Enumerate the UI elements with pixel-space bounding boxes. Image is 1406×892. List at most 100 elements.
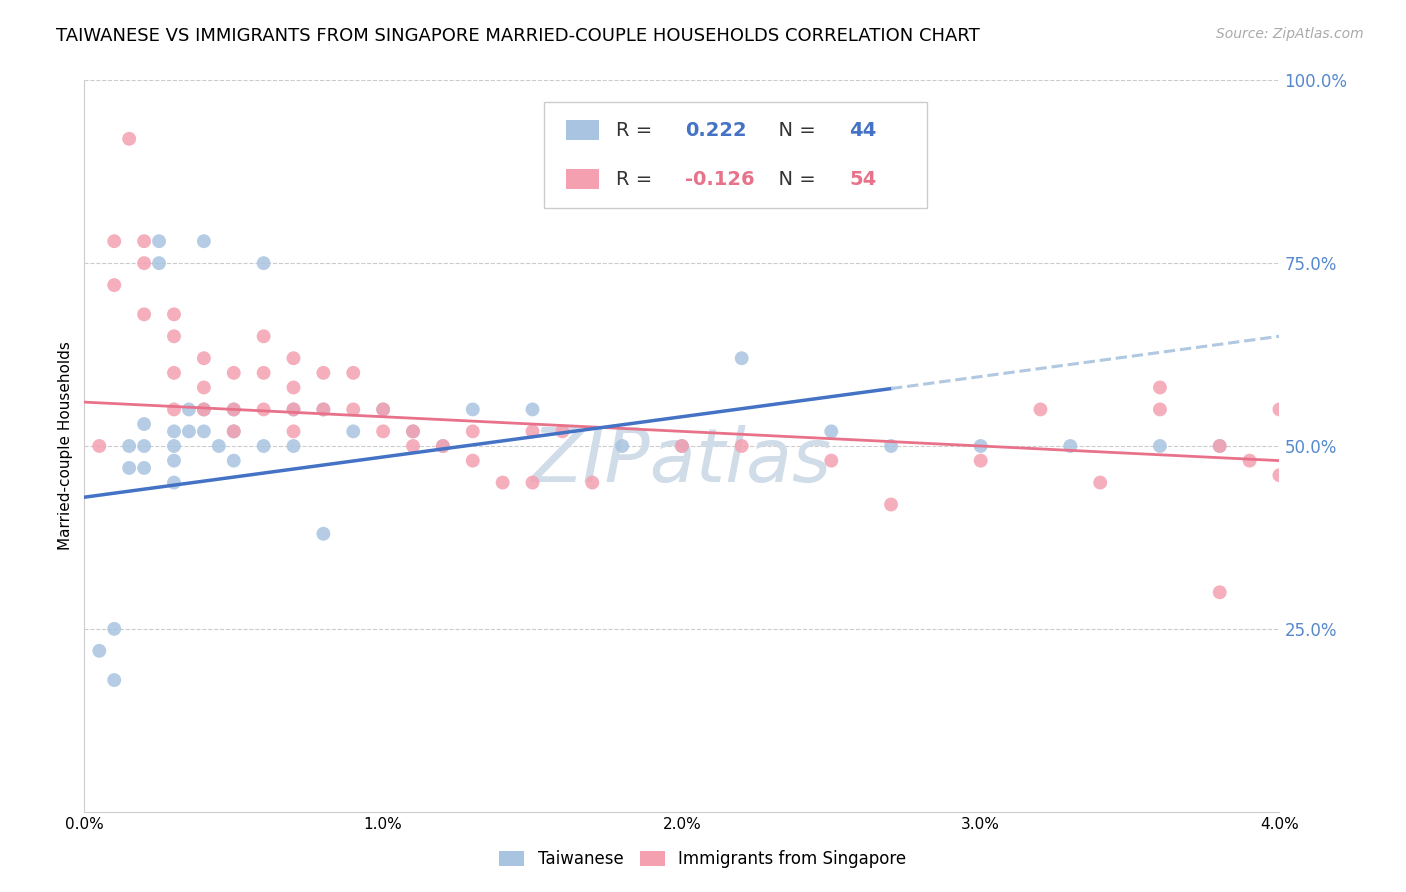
Point <box>461 453 484 467</box>
Point <box>880 498 903 512</box>
Text: -0.126: -0.126 <box>686 169 755 188</box>
Point <box>163 329 186 343</box>
Point <box>163 425 186 439</box>
FancyBboxPatch shape <box>544 103 927 209</box>
Legend: Taiwanese, Immigrants from Singapore: Taiwanese, Immigrants from Singapore <box>492 844 914 875</box>
Point <box>522 475 544 490</box>
Point <box>193 425 215 439</box>
Point <box>373 425 395 439</box>
Point <box>103 278 125 293</box>
Text: N =: N = <box>766 169 821 188</box>
Point <box>373 402 395 417</box>
Point <box>193 234 215 248</box>
Point <box>1029 402 1052 417</box>
Point <box>1209 439 1232 453</box>
Point <box>89 439 111 453</box>
Text: 54: 54 <box>849 169 876 188</box>
Point <box>342 425 364 439</box>
Point <box>132 234 156 248</box>
Point <box>461 425 484 439</box>
Point <box>103 622 125 636</box>
Point <box>432 439 454 453</box>
Point <box>89 644 111 658</box>
Point <box>177 425 200 439</box>
Point <box>820 453 842 467</box>
Point <box>1149 380 1171 394</box>
Text: TAIWANESE VS IMMIGRANTS FROM SINGAPORE MARRIED-COUPLE HOUSEHOLDS CORRELATION CHA: TAIWANESE VS IMMIGRANTS FROM SINGAPORE M… <box>56 27 980 45</box>
Text: R =: R = <box>616 120 658 139</box>
Point <box>312 402 335 417</box>
Point <box>283 402 305 417</box>
Point <box>283 439 305 453</box>
Point <box>402 425 425 439</box>
Point <box>103 234 125 248</box>
Point <box>1209 439 1232 453</box>
Point <box>222 425 245 439</box>
Point <box>1090 475 1112 490</box>
Point <box>163 475 186 490</box>
Point <box>193 402 215 417</box>
Point <box>342 402 364 417</box>
Point <box>163 307 186 321</box>
Point <box>118 132 141 146</box>
Point <box>522 425 544 439</box>
Point <box>253 256 276 270</box>
Point <box>193 380 215 394</box>
Point <box>283 351 305 366</box>
Point <box>402 425 425 439</box>
Point <box>312 526 335 541</box>
Point <box>461 402 484 417</box>
Point <box>671 439 693 453</box>
Point <box>880 439 903 453</box>
Point <box>492 475 515 490</box>
Point <box>1239 453 1261 467</box>
Point <box>177 402 200 417</box>
Point <box>402 439 425 453</box>
Text: 44: 44 <box>849 120 876 139</box>
Point <box>222 425 245 439</box>
Point <box>222 402 245 417</box>
Point <box>222 366 245 380</box>
Point <box>132 256 156 270</box>
Point <box>253 402 276 417</box>
Point <box>820 425 842 439</box>
Point <box>731 351 754 366</box>
Point <box>522 402 544 417</box>
Point <box>132 417 156 431</box>
Point <box>118 461 141 475</box>
Point <box>1059 439 1081 453</box>
Point <box>193 351 215 366</box>
Point <box>1209 585 1232 599</box>
Point <box>132 439 156 453</box>
FancyBboxPatch shape <box>567 120 599 140</box>
Point <box>312 402 335 417</box>
Point <box>283 380 305 394</box>
Point <box>342 366 364 380</box>
Point <box>253 439 276 453</box>
Point <box>1149 402 1171 417</box>
Point <box>581 475 603 490</box>
Point <box>283 425 305 439</box>
Point <box>253 329 276 343</box>
Point <box>163 402 186 417</box>
FancyBboxPatch shape <box>567 169 599 189</box>
Point <box>1268 402 1291 417</box>
Point <box>208 439 231 453</box>
Point <box>222 453 245 467</box>
Point <box>253 366 276 380</box>
Point <box>103 673 125 687</box>
Point <box>132 461 156 475</box>
Text: ZIPatlas: ZIPatlas <box>531 425 832 497</box>
Y-axis label: Married-couple Households: Married-couple Households <box>58 342 73 550</box>
Point <box>148 256 170 270</box>
Text: Source: ZipAtlas.com: Source: ZipAtlas.com <box>1216 27 1364 41</box>
Point <box>970 453 993 467</box>
Text: 0.222: 0.222 <box>686 120 747 139</box>
Point <box>132 307 156 321</box>
Point <box>163 366 186 380</box>
Text: N =: N = <box>766 120 821 139</box>
Point <box>163 439 186 453</box>
Point <box>193 402 215 417</box>
Point <box>312 366 335 380</box>
Point <box>373 402 395 417</box>
